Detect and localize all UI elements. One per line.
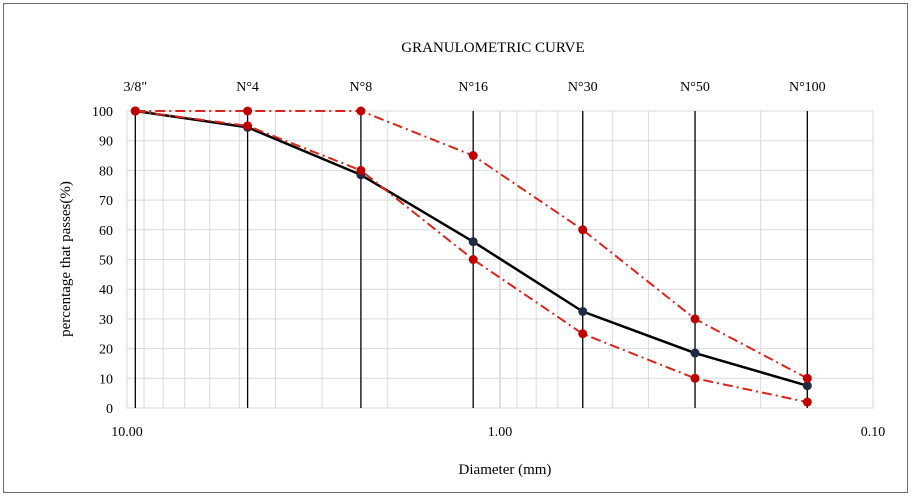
data-point: [468, 255, 478, 264]
x-axis-label: Diameter (mm): [459, 462, 552, 478]
series-group: [130, 106, 812, 407]
y-axis-label: percentage that passes(%): [58, 181, 74, 337]
data-point: [243, 106, 253, 116]
y-tick-label: 0: [106, 402, 113, 417]
x-tick-label: 10.00: [111, 425, 143, 440]
data-point: [356, 165, 366, 175]
sieve-label: N°16: [458, 80, 488, 95]
y-tick-label: 60: [99, 224, 113, 239]
chart-frame: [3, 3, 908, 493]
data-point: [356, 106, 366, 116]
y-tick-label: 30: [99, 313, 113, 328]
y-tick-label: 70: [99, 194, 113, 209]
data-point: [578, 306, 588, 316]
data-point: [690, 373, 700, 383]
data-point: [690, 314, 700, 324]
data-point: [468, 151, 478, 161]
sieve-label: N°30: [568, 80, 598, 95]
data-point: [243, 121, 253, 131]
data-point: [802, 397, 812, 407]
y-tick-label: 10: [99, 372, 113, 387]
data-point: [578, 225, 588, 235]
y-tick-label: 90: [99, 135, 113, 150]
x-tick-label: 1.00: [488, 425, 513, 440]
x-tick-labels: 10.00 1.00 0.10: [111, 425, 885, 440]
data-point: [578, 329, 588, 339]
data-point: [802, 373, 812, 383]
data-point: [690, 348, 700, 358]
y-tick-label: 80: [99, 164, 113, 179]
sieve-label: N°50: [680, 80, 710, 95]
sieve-label: 3/8": [124, 80, 148, 95]
y-tick-labels: 0 10 20 30 40 50 60 70 80 90 100: [92, 105, 113, 417]
data-point: [130, 106, 140, 116]
plot-area-border: [126, 110, 874, 409]
data-point: [802, 381, 812, 391]
sieve-label: N°100: [789, 80, 826, 95]
chart-title: GRANULOMETRIC CURVE: [401, 40, 584, 56]
data-point: [468, 237, 478, 247]
y-tick-label: 100: [92, 105, 113, 120]
y-tick-label: 50: [99, 254, 113, 269]
y-tick-label: 40: [99, 283, 113, 298]
x-tick-label: 0.10: [861, 425, 886, 440]
sieve-lines: [134, 111, 808, 408]
sieve-label: N°4: [236, 80, 259, 95]
y-tick-label: 20: [99, 343, 113, 358]
sieve-label: N°8: [350, 80, 373, 95]
sieve-labels: 3/8" N°4 N°8 N°16 N°30 N°50 N°100: [124, 80, 826, 95]
